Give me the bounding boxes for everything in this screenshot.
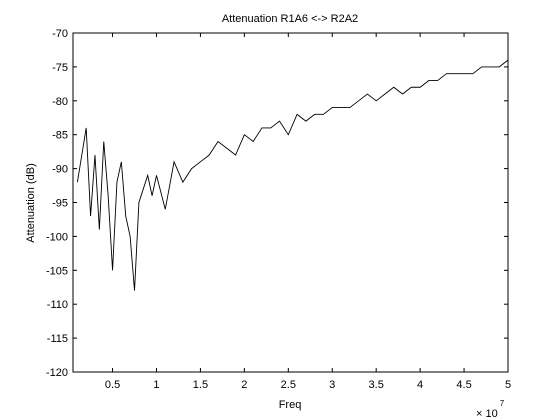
y-tick-label: -70 [52, 28, 68, 40]
x-tick-label: 1.5 [193, 379, 208, 391]
y-tick-label: -115 [47, 333, 68, 345]
x-tick-label: 3.5 [369, 379, 384, 391]
y-tick-label: -105 [46, 265, 68, 277]
x-axis-label: Freq [279, 399, 302, 411]
y-tick-label: -95 [52, 198, 68, 210]
y-axis-label: Attenuation (dB) [25, 163, 37, 243]
y-tick-labels: -70 -75 -80 -85 -90 -95 -100 -105 -110 -115 -120 [46, 28, 68, 379]
y-tick-label: -90 [52, 164, 68, 176]
y-tick-label: -110 [47, 299, 68, 311]
x-tick-label: 4 [417, 379, 423, 391]
x-tick-label: 4.5 [456, 379, 471, 391]
plot-area [72, 32, 509, 373]
x-tick-label: 2 [241, 379, 247, 391]
chart-title: Attenuation R1A6 <-> R2A2 [222, 13, 358, 25]
x-tick-label: 2.5 [281, 379, 296, 391]
x-tick-label: 3 [329, 379, 335, 391]
x-tick-label: 0.5 [105, 379, 120, 391]
tick-marks [73, 32, 509, 373]
x-tick-labels: 0.5 1 1.5 2 2.5 3 3.5 4 4.5 5 [105, 379, 511, 391]
data-series-line [76, 59, 509, 291]
y-tick-label: -75 [52, 62, 68, 74]
y-tick-label: -120 [46, 367, 68, 379]
y-tick-label: -85 [52, 130, 68, 142]
y-tick-label: -80 [52, 96, 68, 108]
x-multiplier-exponent: 7 [500, 399, 505, 408]
y-tick-label: -100 [46, 231, 68, 243]
x-multiplier: × 107 [476, 399, 505, 420]
x-tick-label: 5 [505, 379, 511, 391]
x-tick-label: 1 [153, 379, 159, 391]
